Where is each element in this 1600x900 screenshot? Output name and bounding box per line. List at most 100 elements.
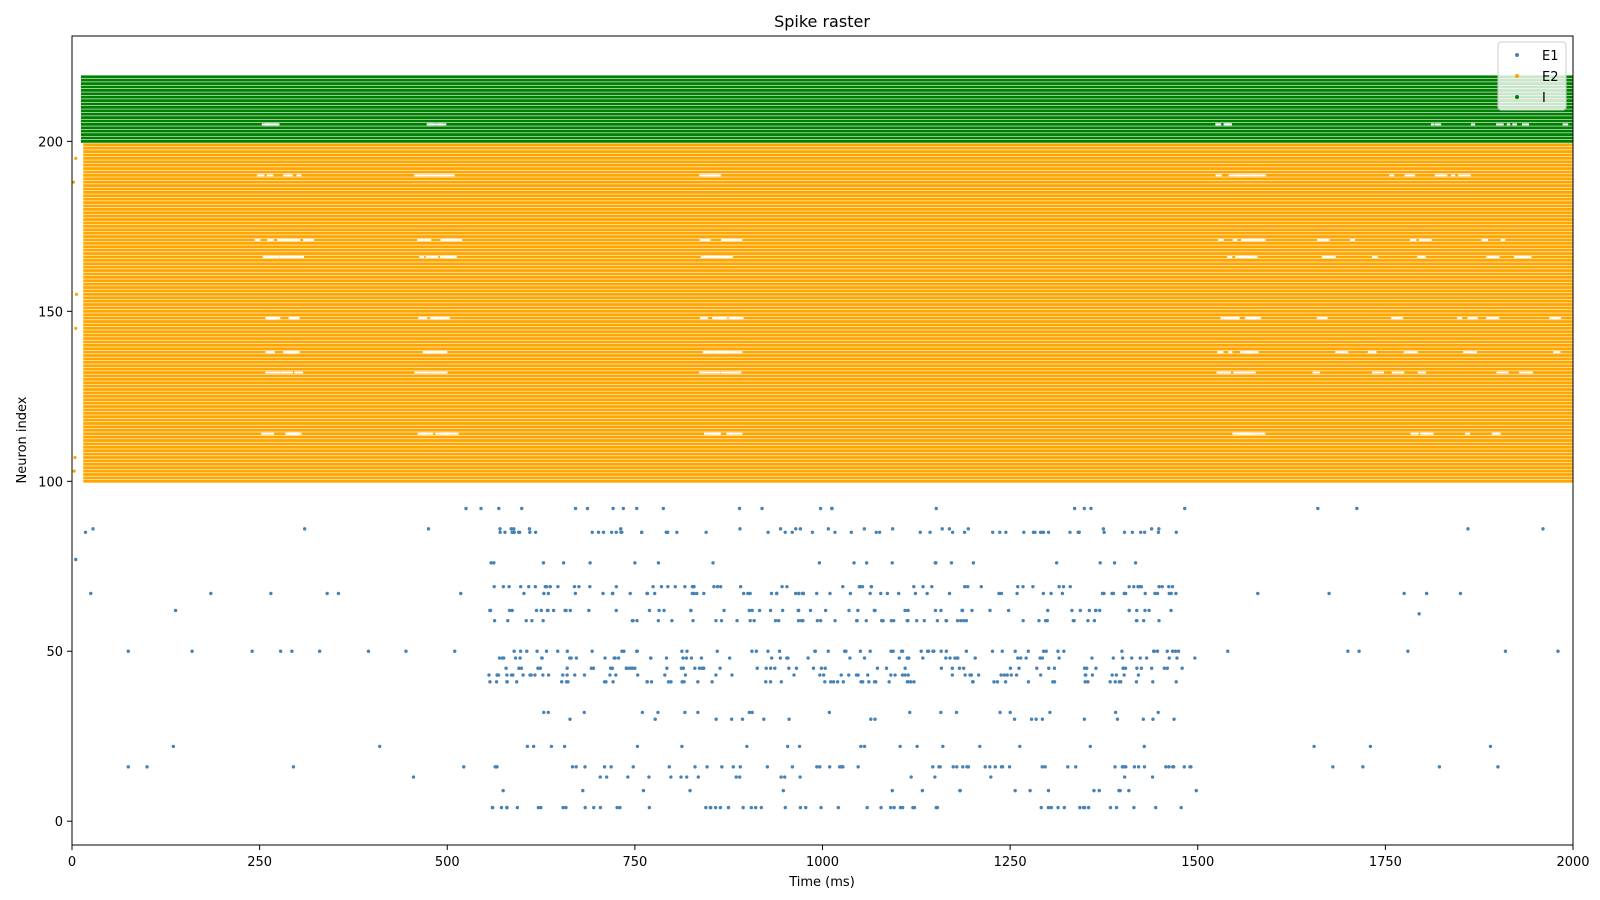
e1-spike	[669, 680, 673, 684]
e1-spike	[773, 618, 778, 623]
e1-spike	[906, 608, 910, 613]
e1-spike	[514, 680, 519, 684]
e1-spike	[818, 673, 822, 677]
e2-spike-row	[83, 197, 1573, 201]
e2-spike	[72, 180, 76, 184]
e2-gap	[1321, 255, 1336, 258]
e1-spike	[574, 656, 579, 660]
e2-spike-row	[83, 201, 1573, 204]
e2-gap	[1317, 238, 1330, 241]
e1-spike	[938, 765, 942, 769]
e1-spike	[1133, 561, 1138, 565]
e1-spike	[798, 527, 803, 531]
e2-spike-row	[83, 180, 1573, 184]
e2-spike-row	[83, 415, 1573, 419]
e2-gap	[446, 432, 459, 435]
e1-spike	[1165, 666, 1170, 670]
e1-spike	[1226, 649, 1230, 653]
e1-spike	[512, 527, 516, 531]
e1-spike	[900, 805, 905, 810]
e2-spike-row	[83, 466, 1573, 470]
e1-spike	[933, 561, 937, 565]
e1-spike	[1052, 680, 1057, 684]
e2-gap	[420, 174, 432, 177]
e2-gap	[431, 174, 445, 177]
e1-spike	[278, 649, 283, 653]
e1-spike	[823, 608, 828, 613]
e1-spike	[1120, 656, 1125, 660]
i-gap	[1506, 123, 1511, 126]
e1-spike	[501, 584, 506, 589]
e1-spike	[1172, 717, 1176, 721]
e1-spike	[1142, 530, 1147, 534]
e1-spike	[1061, 584, 1066, 589]
e1-spike	[663, 673, 667, 677]
e1-spike	[1113, 680, 1117, 684]
i-spike-row	[81, 116, 1573, 119]
e1-spike	[818, 618, 823, 623]
e1-spike	[1162, 666, 1167, 670]
e1-spike	[647, 608, 652, 613]
e1-spike	[1014, 673, 1019, 677]
e1-spike	[750, 608, 754, 613]
e1-spike	[1045, 618, 1049, 623]
e1-spike	[611, 591, 615, 596]
e1-spike	[790, 765, 795, 769]
e1-spike	[1182, 765, 1187, 769]
e1-spike	[501, 788, 505, 793]
e1-spike	[512, 649, 516, 653]
e2-gap	[414, 371, 424, 374]
e1-spike	[928, 530, 932, 534]
e1-spike	[778, 656, 783, 660]
legend: E1 E2 I	[1497, 41, 1567, 111]
e1-spike	[1134, 680, 1139, 684]
e1-spike	[562, 744, 567, 749]
e1-spike	[509, 673, 514, 677]
e1-spike	[893, 673, 897, 677]
e1-spike	[1149, 666, 1154, 670]
e1-spike	[1157, 584, 1161, 589]
e1-spike	[498, 527, 502, 531]
e1-spike	[1115, 717, 1120, 721]
e1-spike	[1038, 673, 1043, 677]
e1-spike	[770, 656, 774, 660]
e1-spike	[1138, 530, 1143, 534]
e2-gap	[1254, 174, 1267, 177]
e1-spike	[762, 717, 766, 721]
e1-spike	[572, 584, 577, 589]
e2-spike-row	[83, 384, 1573, 388]
e1-spike	[781, 788, 786, 793]
e1-spike	[856, 608, 860, 613]
e1-spike	[1135, 666, 1139, 670]
e1-spike	[1176, 649, 1181, 653]
e2-spike-row	[83, 170, 1573, 174]
e1-spike	[495, 673, 499, 677]
e2-gap	[1486, 317, 1500, 320]
e2-spike-row	[83, 337, 1573, 340]
x-tick-label: 1000	[806, 855, 839, 870]
e1-spike	[679, 775, 683, 779]
e1-spike	[794, 527, 798, 531]
e1-spike	[602, 765, 607, 769]
e1-spike	[726, 805, 731, 810]
e1-spike	[670, 618, 674, 623]
e1-spike	[780, 608, 785, 613]
e2-spike-row	[83, 296, 1573, 300]
e1-spike	[645, 680, 649, 684]
e1-spike	[918, 530, 922, 534]
e2-gap	[1239, 255, 1249, 258]
e1-spike	[783, 775, 787, 779]
e2-gap	[714, 255, 724, 258]
e1-spike	[649, 680, 654, 684]
e1-spike	[864, 561, 869, 565]
e2-gap	[434, 351, 441, 354]
e1-spike	[535, 649, 539, 653]
e1-spike	[1068, 584, 1072, 589]
e1-spike	[664, 530, 668, 534]
e1-spike	[889, 673, 893, 677]
e2-spike-row	[83, 473, 1573, 476]
e1-spike	[859, 744, 863, 749]
e1-spike	[957, 666, 962, 670]
e1-spike	[941, 744, 945, 749]
e2-spike-row	[83, 452, 1573, 456]
